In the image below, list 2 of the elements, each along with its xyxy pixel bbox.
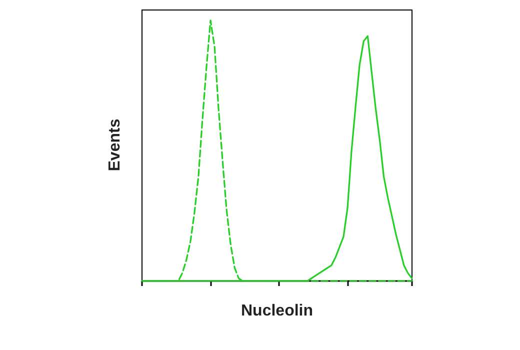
x-axis-title: Nucleolin [240, 302, 314, 320]
y-axis-title: Events [106, 118, 124, 172]
